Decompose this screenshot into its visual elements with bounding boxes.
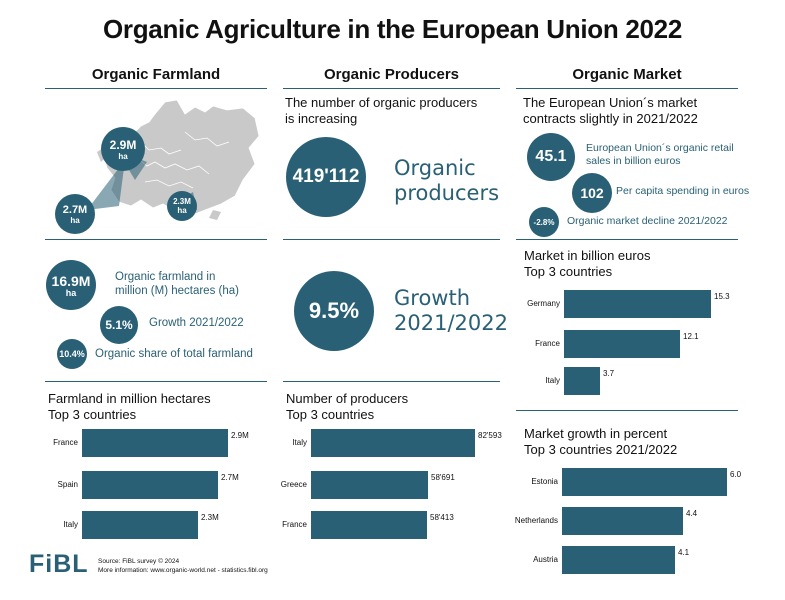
- producers-count-bubble: 419'112: [286, 137, 366, 217]
- producers-value-label: 58'413: [430, 513, 454, 522]
- map-bubble-france: 2.9M ha: [101, 127, 145, 171]
- producers-intro: The number of organic producers is incre…: [285, 95, 478, 126]
- market-decline-label: Organic market decline 2021/2022: [567, 215, 728, 227]
- market-growth-category-label: Austria: [533, 555, 558, 564]
- farmland-share-bubble: 10.4%: [57, 339, 87, 369]
- farmland-value-label: 2.7M: [221, 473, 239, 482]
- farmland-area-bubble: 16.9M ha: [46, 260, 96, 310]
- producers-value-label: 58'691: [431, 473, 455, 482]
- producers-category-label: France: [282, 520, 307, 529]
- market-growth-category-label: Estonia: [531, 477, 558, 486]
- market-category-label: Italy: [545, 376, 560, 385]
- market-growth-chart-title: Market growth in percent Top 3 countries…: [524, 426, 678, 457]
- market-growth-bar: [562, 468, 727, 496]
- market-value-label: 3.7: [603, 369, 615, 378]
- divider: [516, 88, 738, 89]
- farmland-bar: [82, 511, 198, 539]
- market-retail-label: European Union´s organic retail sales in…: [586, 142, 734, 167]
- market-bar: [564, 367, 600, 395]
- farmland-growth-label: Growth 2021/2022: [149, 317, 244, 329]
- producers-chart-title: Number of producers Top 3 countries: [286, 391, 409, 422]
- column-header-market: Organic Market: [572, 66, 682, 83]
- market-value-label: 15.3: [714, 292, 730, 301]
- farmland-category-label: France: [53, 438, 78, 447]
- column-header-producers: Organic Producers: [323, 66, 460, 83]
- farmland-area-label: Organic farmland in million (M) hectares…: [115, 271, 239, 297]
- producers-growth-bubble: 9.5%: [294, 271, 374, 351]
- market-decline-bubble: -2.8%: [529, 207, 559, 237]
- divider: [516, 410, 738, 411]
- market-value-label: 12.1: [683, 332, 699, 341]
- farmland-bar: [82, 471, 218, 499]
- market-growth-category-label: Netherlands: [514, 516, 558, 525]
- producers-growth-label: Growth 2021/2022: [394, 286, 508, 335]
- farmland-chart-title: Farmland in million hectares Top 3 count…: [48, 391, 211, 422]
- market-retail-bubble: 45.1: [527, 133, 575, 181]
- footer-source: Source: FiBL survey © 2024 More informat…: [98, 558, 268, 574]
- farmland-value-label: 2.3M: [201, 513, 219, 522]
- divider: [516, 239, 738, 240]
- divider: [45, 239, 267, 240]
- market-growth-value-label: 6.0: [730, 470, 742, 479]
- farmland-value-label: 2.9M: [231, 431, 249, 440]
- farmland-growth-bubble: 5.1%: [100, 306, 138, 344]
- divider: [283, 88, 500, 89]
- producers-category-label: Italy: [292, 438, 307, 447]
- divider: [45, 88, 267, 89]
- divider: [283, 239, 500, 240]
- producers-category-label: Greece: [280, 480, 307, 489]
- divider: [45, 381, 267, 382]
- market-bar: [564, 330, 680, 358]
- market-growth-value-label: 4.1: [678, 548, 690, 557]
- fibl-logo: FiBL: [29, 550, 89, 578]
- market-intro: The European Union´s market contracts sl…: [523, 95, 698, 126]
- divider: [283, 381, 500, 382]
- farmland-category-label: Spain: [57, 480, 78, 489]
- producers-value-label: 82'593: [478, 431, 502, 440]
- producers-bar: [311, 511, 427, 539]
- market-category-label: France: [535, 339, 560, 348]
- column-header-farmland: Organic Farmland: [91, 66, 221, 83]
- producers-bar: [311, 471, 428, 499]
- producers-count-label: Organic producers: [394, 156, 500, 205]
- market-growth-bar: [562, 507, 683, 535]
- market-chart-title: Market in billion euros Top 3 countries: [524, 248, 651, 279]
- market-bar: [564, 290, 711, 318]
- market-growth-bar: [562, 546, 675, 574]
- map-bubble-italy: 2.3M ha: [167, 191, 197, 221]
- market-per-capita-bubble: 102: [572, 173, 612, 213]
- map-bubble-spain: 2.7M ha: [55, 194, 95, 234]
- market-per-capita-label: Per capita spending in euros: [616, 185, 750, 197]
- market-category-label: Germany: [527, 299, 560, 308]
- farmland-bar: [82, 429, 228, 457]
- farmland-category-label: Italy: [63, 520, 78, 529]
- market-growth-value-label: 4.4: [686, 509, 698, 518]
- producers-bar: [311, 429, 475, 457]
- page-title: Organic Agriculture in the European Unio…: [102, 14, 682, 44]
- farmland-share-label: Organic share of total farmland: [95, 348, 253, 360]
